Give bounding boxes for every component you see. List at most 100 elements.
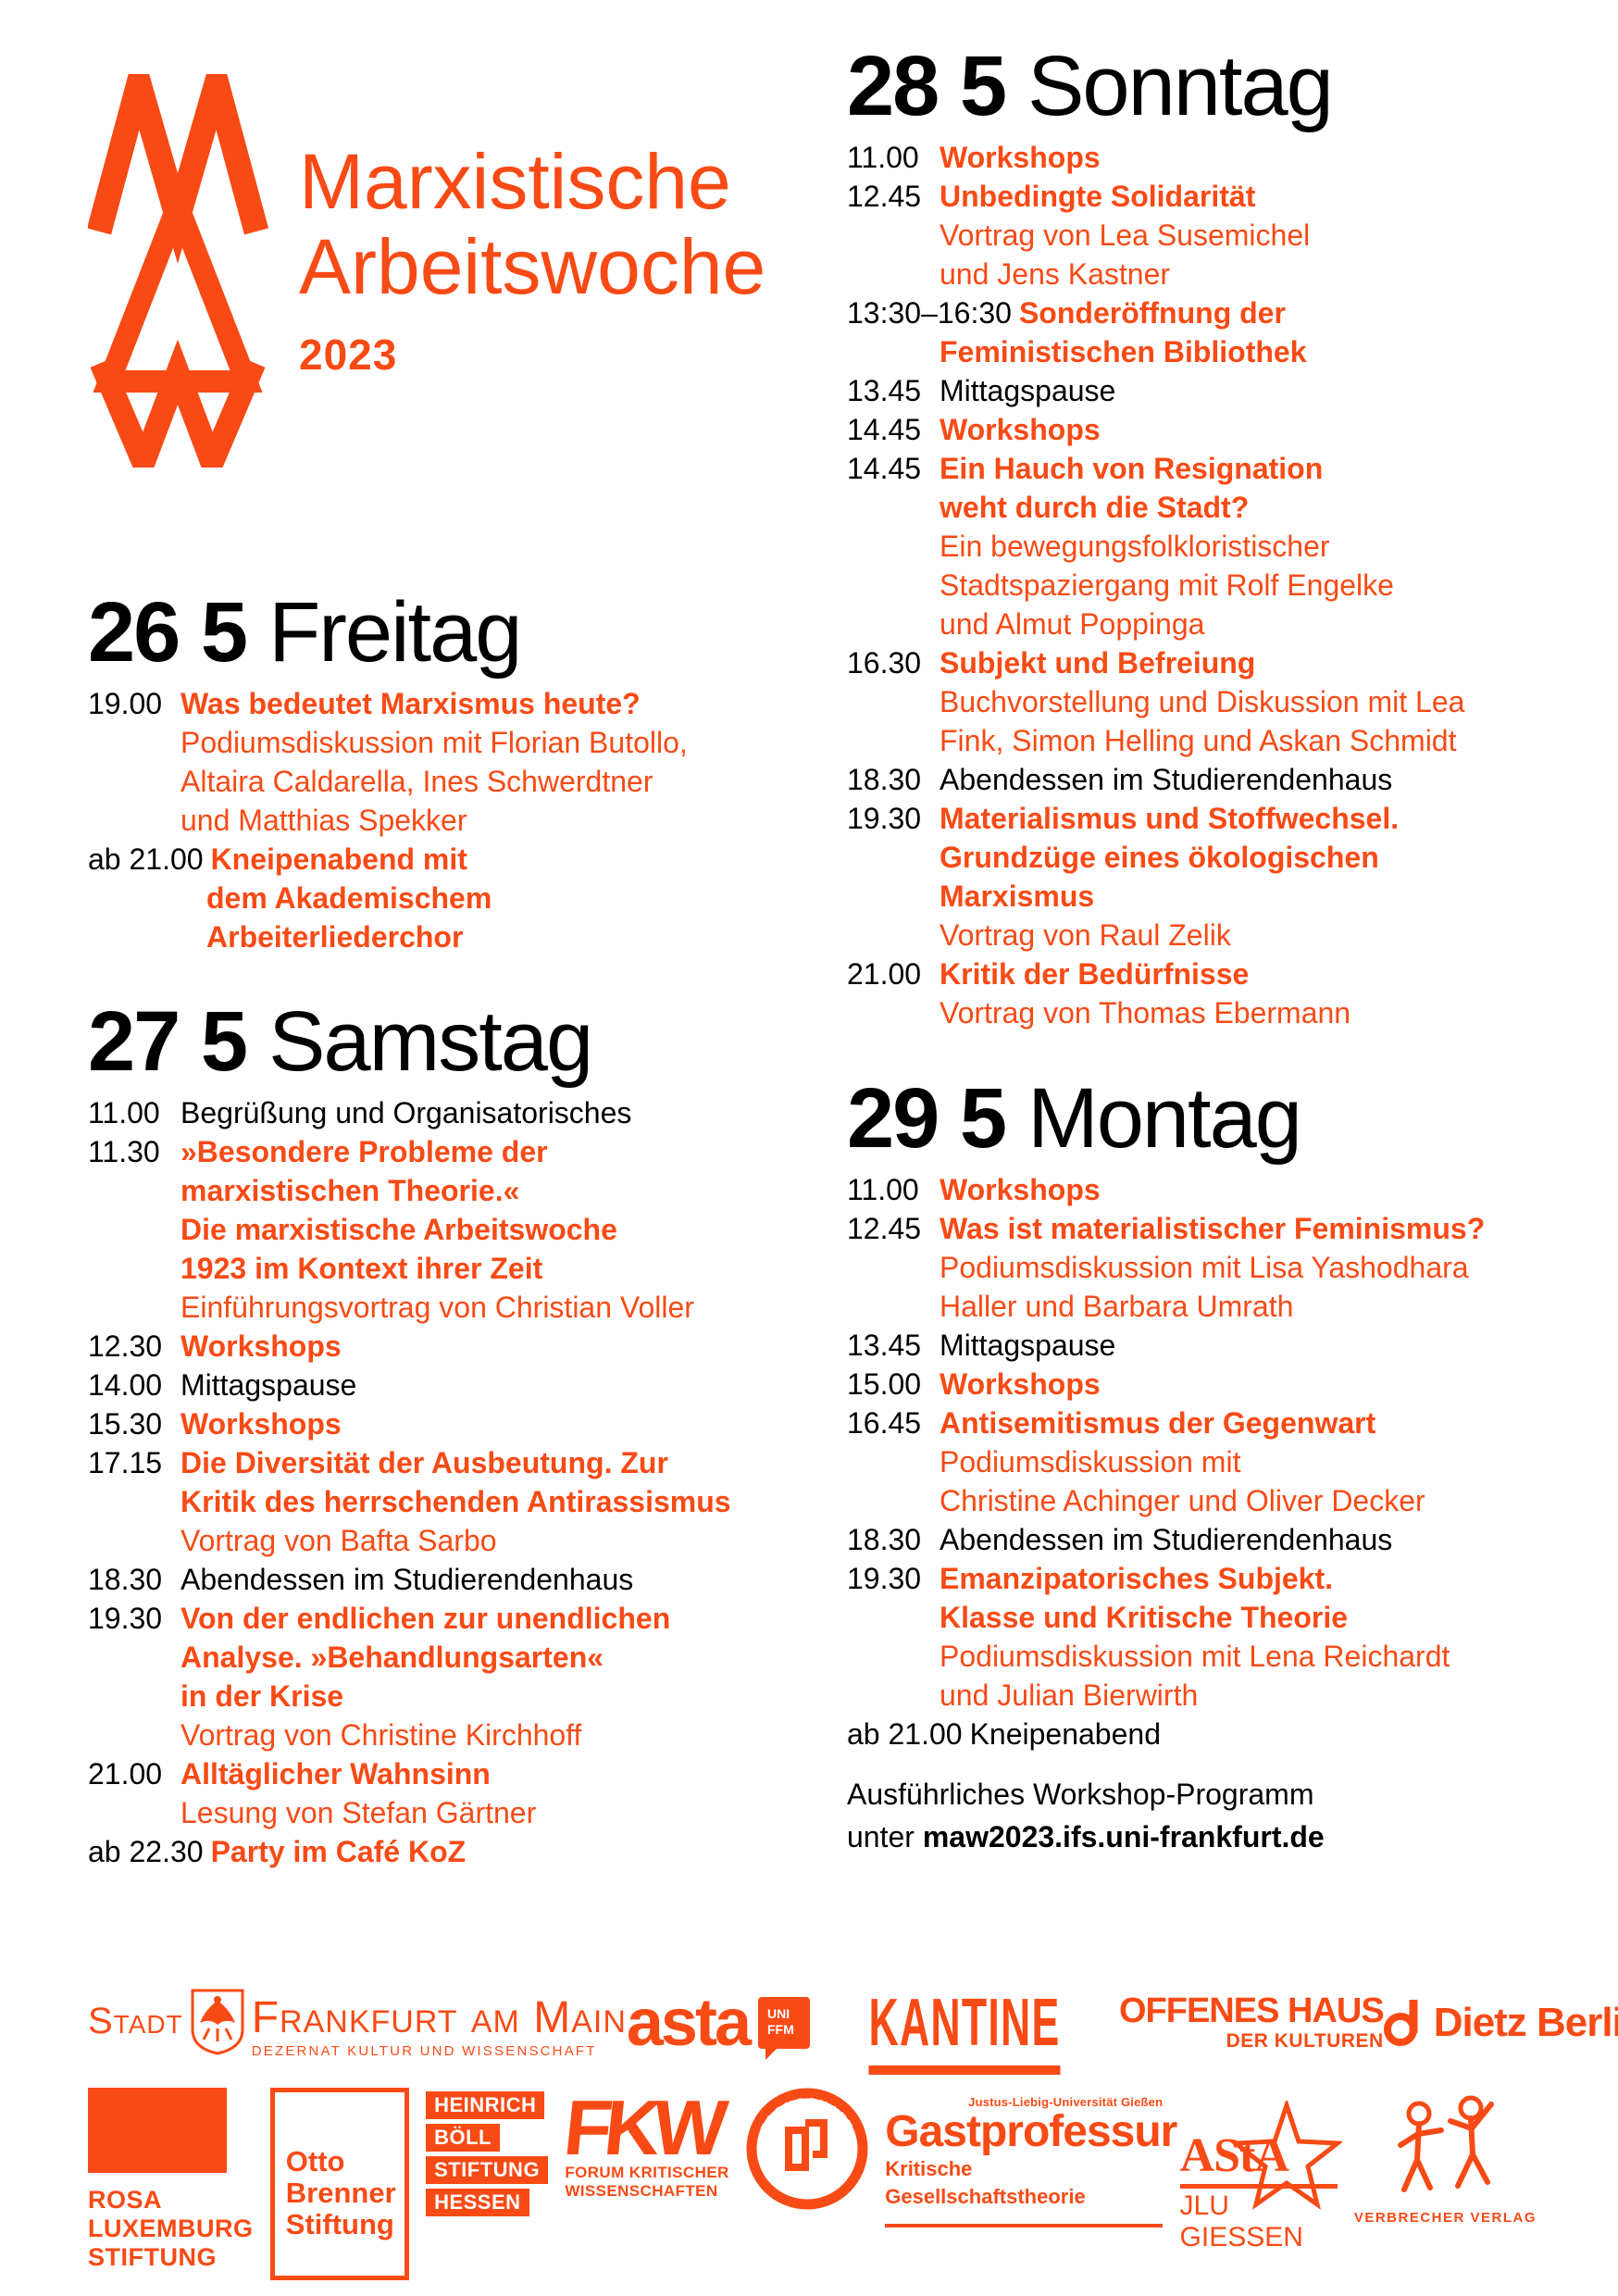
- logo-rosa-luxemburg-stiftung: ROSA LUXEMBURG STIFTUNG: [88, 2088, 254, 2272]
- entry-line: 13.45 Mittagspause: [847, 371, 1587, 410]
- entry-text: Die Diversität der Ausbeutung. Zur: [180, 1446, 668, 1480]
- entry-line: 19.30 Emanzipatorisches Subjekt.: [847, 1559, 1587, 1598]
- dietz-wordmark: Dietz Berlin: [1433, 2000, 1618, 2045]
- day-heading: 27 5 Samstag: [88, 999, 778, 1084]
- entry-text: Lesung von Stefan Gärtner: [180, 1796, 537, 1830]
- workshop-program-note: Ausführliches Workshop-Programm unter ma…: [847, 1773, 1325, 1858]
- boell-chip: BÖLL: [426, 2124, 500, 2152]
- entry-text: Analyse. »Behandlungsarten«: [180, 1641, 604, 1675]
- entry-text: Podiumsdiskussion mit Lisa Yashodhara: [940, 1251, 1469, 1285]
- heading-date: 27 5: [88, 994, 248, 1089]
- entry-text: Podiumsdiskussion mit Lena Reichardt: [940, 1640, 1450, 1674]
- heading-day: Sonntag: [1027, 39, 1334, 133]
- entry-line: Klasse und Kritische Theorie: [847, 1598, 1587, 1637]
- entry-line: ab 21.00 Kneipenabend mit: [88, 840, 778, 879]
- entry-text: Feministischen Bibliothek: [940, 335, 1307, 369]
- day-section-montag: 29 5 Montag 11.00 Workshops 12.45 Was ist mat…: [847, 1076, 1587, 1753]
- entry-text: Vortrag von Lea Susemichel: [940, 218, 1311, 253]
- fkw-line: WISSENSCHAFTEN: [565, 2181, 718, 2200]
- logo-dietz-berlin: Dietz Berlin: [1383, 1998, 1618, 2048]
- asta-uni-ffm-bubble: UNI FFM: [757, 1997, 810, 2060]
- entry-line: 12.45 Unbedingte Solidarität: [847, 177, 1587, 216]
- entry-text: Workshops: [940, 1173, 1101, 1207]
- entry-text: Arbeiterliederchor: [206, 920, 464, 955]
- rls-line: ROSA: [88, 2186, 163, 2214]
- obs-line: Stiftung: [285, 2208, 394, 2240]
- entry-text: Haller und Barbara Umrath: [940, 1290, 1294, 1324]
- title-line-2: Arbeitswoche: [299, 223, 766, 310]
- entry-time: 19.30: [847, 802, 922, 836]
- entry-line: und Jens Kastner: [847, 255, 1587, 293]
- entry-line: Podiumsdiskussion mit Florian Butollo,: [88, 723, 778, 762]
- entry-text: Party im Café KoZ: [210, 1835, 467, 1869]
- entry-time: 13.45: [847, 374, 922, 408]
- entry-text: Ein bewegungsfolkloristischer: [940, 530, 1330, 564]
- entry-line: Podiumsdiskussion mit Lisa Yashodhara: [847, 1248, 1587, 1287]
- entry-text: Ein Hauch von Resignation: [940, 452, 1324, 486]
- obs-line: Brenner: [285, 2177, 396, 2209]
- entry-line: 14.45 Ein Hauch von Resignation: [847, 449, 1587, 488]
- entry-line: 18.30 Abendessen im Studierendenhaus: [88, 1560, 778, 1599]
- schedule-entry: 16.30 Subjekt und Befreiung Buchvorstellun…: [847, 643, 1587, 760]
- heading-day: Freitag: [268, 585, 522, 680]
- schedule-entry: 12.30 Workshops: [88, 1327, 778, 1366]
- entry-line: 18.30 Abendessen im Studierendenhaus: [847, 1520, 1587, 1559]
- heading-date: 28 5: [847, 39, 1007, 133]
- schedule-entry: 21.00 Kritik der Bedürfnisse Vortrag von T…: [847, 955, 1587, 1032]
- schedule-entry: 17.15 Die Diversität der Ausbeutung. Zur K…: [88, 1443, 778, 1560]
- entry-text: Subjekt und Befreiung: [940, 646, 1256, 680]
- heading-date: 29 5: [847, 1071, 1007, 1166]
- entry-line: Christine Achinger und Oliver Decker: [847, 1481, 1587, 1520]
- entry-line: ab 22.30 Party im Café KoZ: [88, 1832, 778, 1871]
- entry-line: 12.30 Workshops: [88, 1327, 778, 1366]
- entry-time: 14.45: [847, 452, 922, 486]
- logo-forum-kritischer-wissenschaften: FKW FORUM KRITISCHER WISSENSCHAFTEN: [560, 2084, 729, 2201]
- entry-line: 15.30 Workshops: [88, 1404, 778, 1443]
- fkw-line: FORUM KRITISCHER: [565, 2163, 729, 2181]
- entry-line: Podiumsdiskussion mit: [847, 1442, 1587, 1481]
- entry-text: Fink, Simon Helling und Askan Schmidt: [940, 724, 1457, 758]
- entry-time: ab 22.30: [88, 1835, 204, 1869]
- maw-logo: [88, 74, 268, 468]
- schedule-entry: ab 21.00 Kneipenabend mit dem Akademischem…: [88, 840, 778, 956]
- entry-line: Kritik des herrschenden Antirassismus: [88, 1482, 778, 1521]
- entry-line: 18.30 Abendessen im Studierendenhaus: [847, 760, 1587, 799]
- entry-time: 14.00: [88, 1368, 163, 1403]
- entry-text: Stadtspaziergang mit Rolf Engelke: [940, 568, 1394, 603]
- entry-time: 15.30: [88, 1407, 163, 1441]
- heading-day: Samstag: [268, 994, 593, 1089]
- logo-fachschaft-gesellschaftswissenschaften: FACHSCHAFT GESELLSCHAFTSWISSENSCHAFTEN: [743, 2081, 868, 2215]
- stick-figures-icon: [1398, 2095, 1495, 2192]
- boell-chip: HESSEN: [426, 2189, 529, 2216]
- entry-text: 1923 im Kontext ihrer Zeit: [180, 1252, 543, 1286]
- entry-time: ab 21.00: [88, 842, 204, 877]
- entry-time: 18.30: [88, 1563, 163, 1597]
- entry-time: ab 21.00: [847, 1717, 963, 1752]
- entry-text: »Besondere Probleme der: [180, 1135, 548, 1169]
- entry-line: Altaira Caldarella, Ines Schwerdtner: [88, 762, 778, 801]
- program-url: maw2023.ifs.uni-frankfurt.de: [922, 1820, 1325, 1853]
- gp-title: Gastprofessur: [885, 2107, 1177, 2156]
- logo-stadt-frankfurt: Stadt Frankfurt am Main DEZERNAT KULTUR …: [88, 1988, 627, 2059]
- sponsor-row-2: ROSA LUXEMBURG STIFTUNG Otto Brenner Sti…: [88, 2081, 1537, 2282]
- entry-time: 21.00: [88, 1757, 163, 1791]
- entry-text: Antisemitismus der Gegenwart: [940, 1406, 1376, 1441]
- entry-time: 12.45: [847, 180, 922, 214]
- title-line-1: Marxistische: [299, 138, 731, 225]
- entry-line: und Almut Poppinga: [847, 605, 1587, 643]
- entry-text: Mittagspause: [180, 1368, 357, 1403]
- entry-text: Abendessen im Studierendenhaus: [180, 1563, 634, 1597]
- entry-line: Ein bewegungsfolkloristischer: [847, 527, 1587, 566]
- entry-text: und Jens Kastner: [940, 257, 1171, 292]
- entry-text: und Julian Bierwirth: [940, 1678, 1199, 1713]
- entry-time: 15.00: [847, 1367, 922, 1402]
- fachschaft-seal-icon: FACHSCHAFT GESELLSCHAFTSWISSENSCHAFTEN: [743, 2081, 868, 2210]
- schedule-entry: 14.45 Workshops: [847, 410, 1587, 449]
- entry-line: 19.30 Materialismus und Stoffwechsel.: [847, 799, 1587, 838]
- note-line-1: Ausführliches Workshop-Programm: [847, 1778, 1314, 1811]
- entry-line: 19.30 Von der endlichen zur unendlichen: [88, 1599, 778, 1638]
- rls-rectangle: [88, 2088, 227, 2173]
- entry-line: Haller und Barbara Umrath: [847, 1287, 1587, 1326]
- sponsor-row-1: Stadt Frankfurt am Main DEZERNAT KULTUR …: [88, 1958, 1618, 2088]
- entry-time: 11.00: [847, 1173, 919, 1207]
